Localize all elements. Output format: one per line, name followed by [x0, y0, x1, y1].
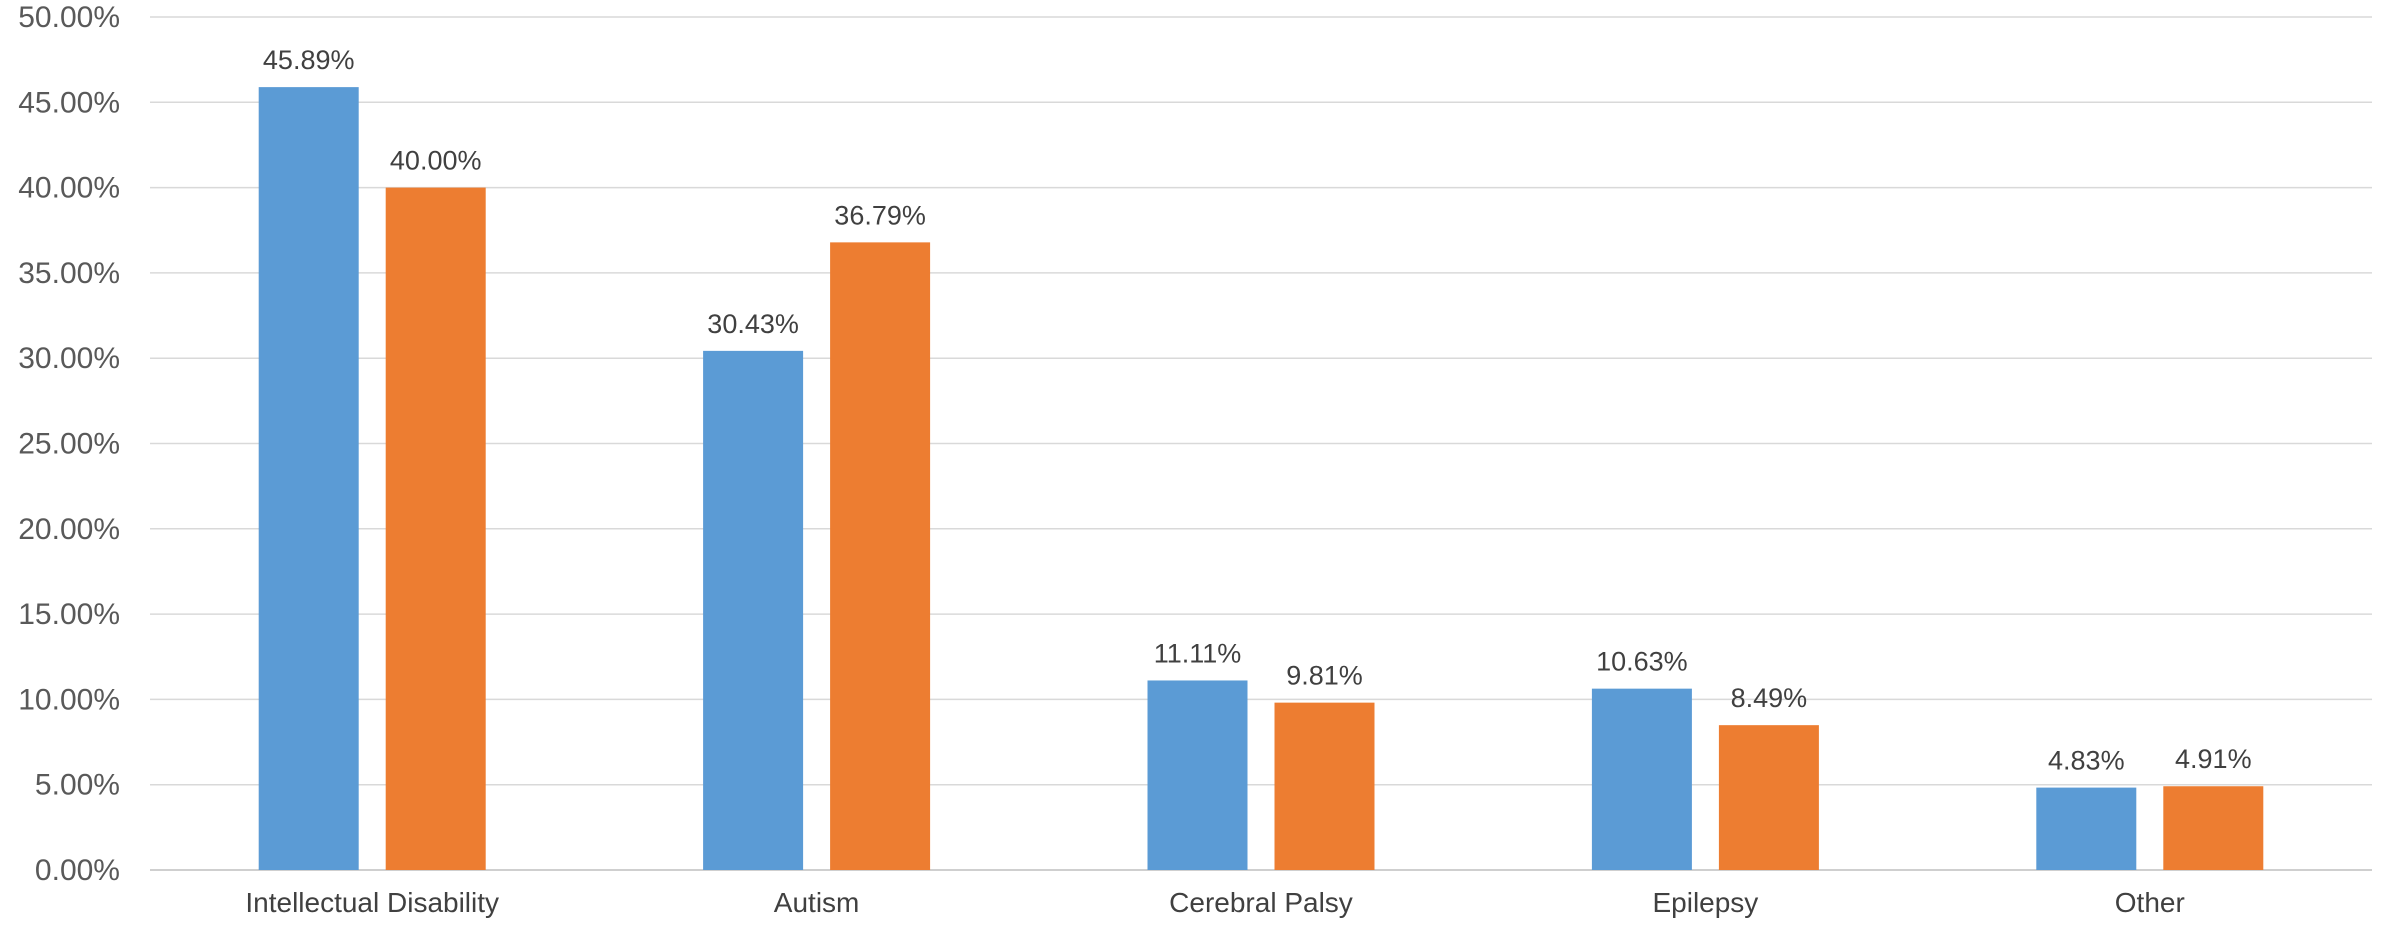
data-label: 45.89%	[263, 45, 355, 75]
y-tick-label: 25.00%	[18, 428, 120, 461]
data-label: 40.00%	[390, 146, 482, 176]
data-label: 4.91%	[2175, 744, 2252, 774]
bar-series-1-other	[2036, 787, 2137, 870]
x-category-label: Other	[2115, 887, 2185, 918]
data-labels: 45.89% 40.00% 30.43% 36.79% 11.11% 9.81% 10.63…	[263, 45, 2252, 775]
x-category-label: Epilepsy	[1652, 887, 1758, 918]
y-tick-label: 40.00%	[18, 172, 120, 205]
y-tick-label: 45.00%	[18, 86, 120, 119]
gridlines	[150, 16, 2372, 871]
y-tick-label: 35.00%	[18, 257, 120, 290]
bar-series-1-cerebral-palsy	[1147, 680, 1248, 870]
x-axis-category-labels: Intellectual Disability Autism Cerebral Pa…	[245, 887, 2184, 918]
y-tick-label: 0.00%	[35, 854, 120, 887]
data-label: 10.63%	[1596, 647, 1688, 677]
y-tick-label: 15.00%	[18, 598, 120, 631]
x-category-label: Intellectual Disability	[245, 887, 499, 918]
y-tick-label: 50.00%	[18, 1, 120, 34]
data-label: 11.11%	[1154, 638, 1242, 668]
data-label: 9.81%	[1286, 661, 1363, 691]
bar-series-2-epilepsy	[1718, 725, 1819, 870]
bar-series-1-autism	[703, 350, 804, 870]
y-tick-label: 10.00%	[18, 683, 120, 716]
x-category-label: Cerebral Palsy	[1169, 887, 1353, 918]
data-label: 8.49%	[1731, 683, 1808, 713]
bars	[258, 87, 2264, 871]
bar-series-2-autism	[830, 242, 931, 870]
data-label: 4.83%	[2048, 746, 2125, 776]
data-label: 36.79%	[834, 200, 926, 230]
y-tick-label: 5.00%	[35, 769, 120, 802]
x-category-label: Autism	[774, 887, 860, 918]
y-axis-tick-labels: 0.00% 5.00% 10.00% 15.00% 20.00% 25.00% 30.00%…	[18, 1, 120, 887]
bar-series-2-cerebral-palsy	[1274, 702, 1375, 870]
bar-series-1-intellectual-disability	[258, 87, 359, 871]
y-tick-label: 30.00%	[18, 342, 120, 375]
bar-series-1-epilepsy	[1591, 688, 1692, 870]
data-label: 30.43%	[707, 309, 799, 339]
y-tick-label: 20.00%	[18, 513, 120, 546]
bar-series-2-other	[2163, 786, 2264, 870]
bar-series-2-intellectual-disability	[385, 187, 486, 871]
